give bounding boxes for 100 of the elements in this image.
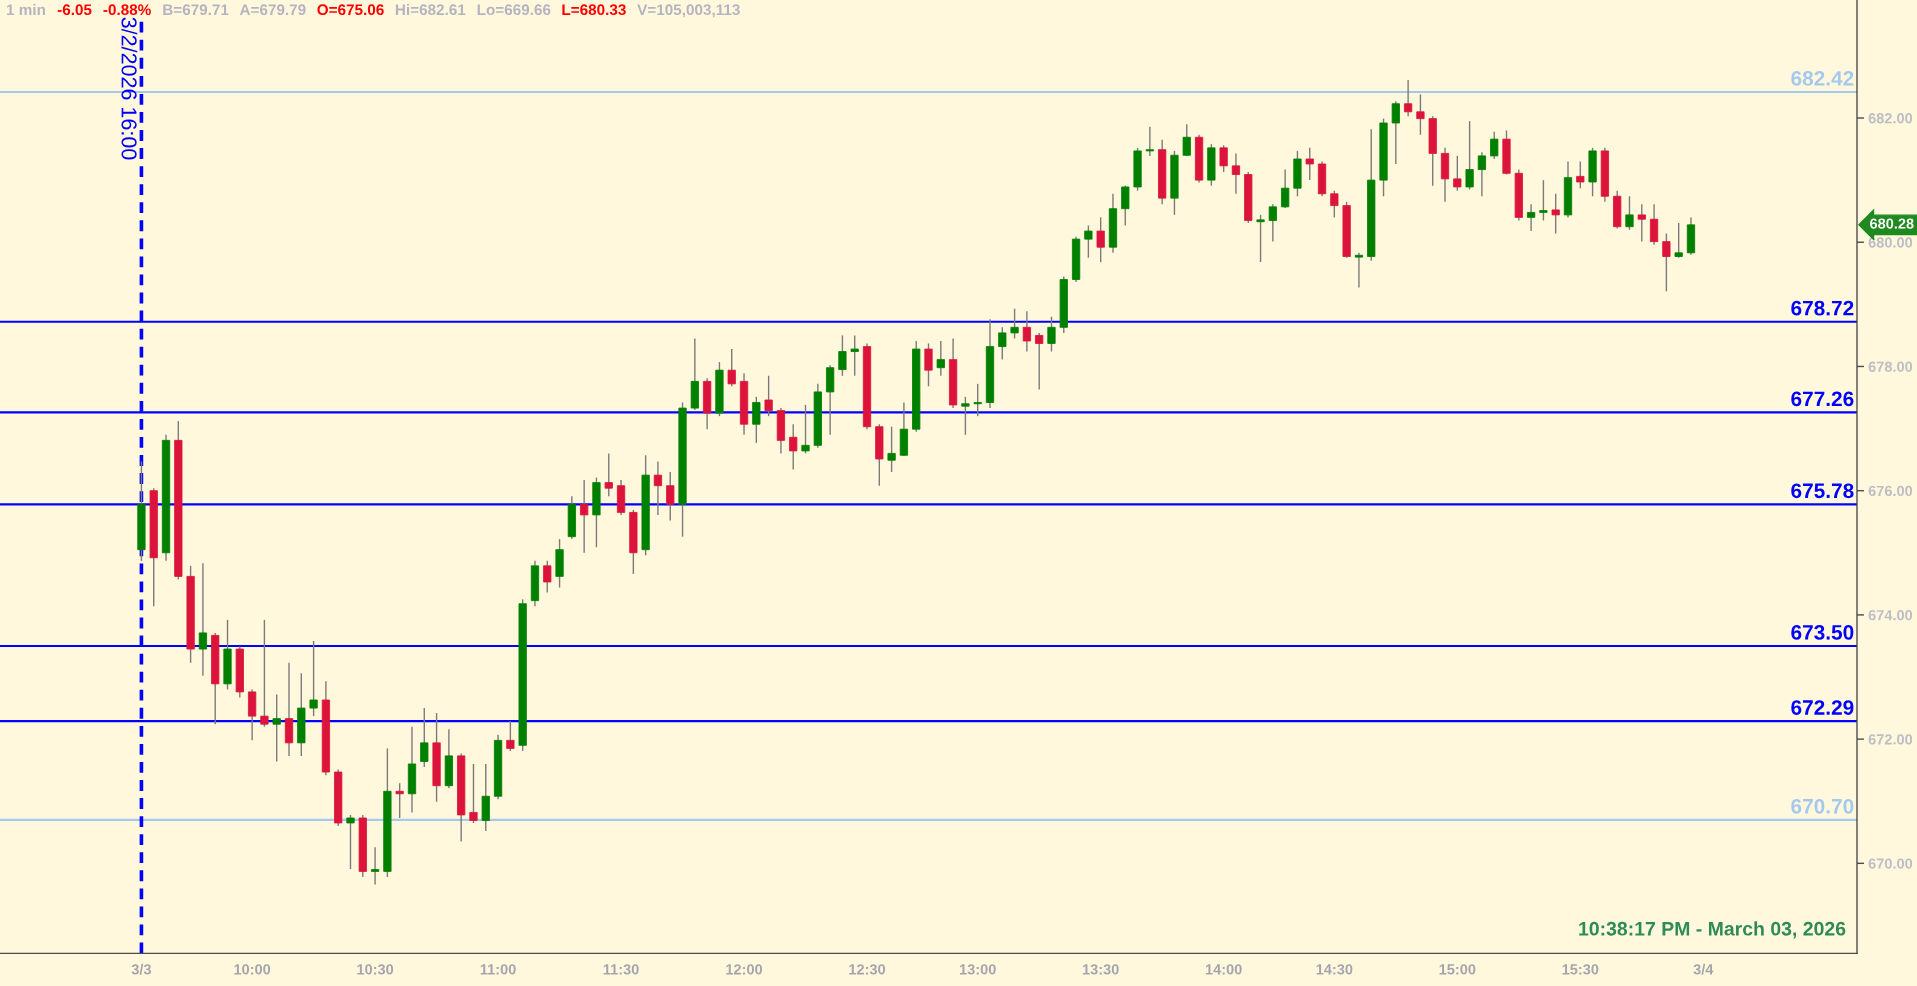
annotation: Hi=682.61 — [395, 3, 466, 16]
candlestick — [973, 383, 982, 417]
ref-line-label: 675.78 — [1791, 483, 1854, 499]
annotation: B=679.71 — [163, 4, 229, 16]
candlestick — [260, 619, 269, 728]
annotation: O=675.06 — [317, 4, 384, 16]
x-tick-label: 15:30 — [1562, 964, 1599, 975]
x-tick-label: 13:00 — [959, 964, 996, 975]
candlestick — [666, 471, 675, 522]
candlestick — [1576, 160, 1585, 189]
candlestick — [1625, 195, 1634, 231]
candlestick — [1662, 232, 1671, 292]
x-tick-label: 12:00 — [726, 964, 763, 975]
x-tick-label: 13:30 — [1082, 964, 1119, 975]
x-tick-label: 3/4 — [1693, 963, 1714, 975]
candlestick — [801, 404, 810, 455]
candlestick — [764, 375, 773, 417]
annotation: -0.88% — [103, 4, 151, 16]
annotation: Lo=669.66 — [477, 4, 551, 16]
candlestick — [1490, 130, 1499, 160]
candlestick — [1305, 147, 1314, 181]
ref-line-label: 670.70 — [1791, 798, 1854, 814]
candlestick — [1330, 189, 1339, 219]
candlestick — [850, 334, 859, 377]
y-tick-label: 682.00 — [1868, 113, 1913, 124]
candlestick — [727, 348, 736, 388]
x-tick-label: 14:00 — [1205, 964, 1242, 975]
ref-line-label: 673.50 — [1791, 625, 1854, 640]
candlestick — [1649, 203, 1659, 246]
candlestick — [838, 334, 847, 377]
x-tick-label: 15:00 — [1439, 964, 1476, 975]
x-tick-label: 10:30 — [357, 964, 394, 975]
candlestick — [198, 562, 208, 677]
candlestick — [580, 479, 589, 554]
y-tick-label: 680.00 — [1868, 237, 1913, 248]
candlestick — [1404, 79, 1413, 117]
x-tick-label: 12:30 — [849, 964, 886, 975]
x-tick-label: 3/3 — [131, 963, 152, 975]
candlestick — [370, 846, 380, 886]
candlestick — [1281, 168, 1290, 209]
candlestick — [752, 396, 761, 444]
x-tick-label: 11:30 — [603, 964, 639, 975]
candlestick — [1465, 120, 1474, 191]
candlestick — [1084, 224, 1093, 259]
candlestick — [1453, 155, 1462, 192]
annotation: 10:38:17 PM - March 03, 2026 — [1579, 921, 1846, 939]
candlestick — [653, 460, 663, 516]
x-tick-label: 14:30 — [1316, 964, 1353, 975]
candlestick — [1035, 332, 1044, 391]
y-tick-label: 670.00 — [1868, 858, 1913, 869]
candlestick — [272, 693, 281, 763]
ref-line-label: 682.42 — [1791, 70, 1854, 86]
candlestick — [936, 340, 945, 377]
candlestick — [961, 396, 970, 436]
candlestick — [309, 640, 318, 717]
candlestick — [1268, 203, 1277, 243]
candlestick — [1391, 100, 1400, 165]
candlestick — [604, 452, 613, 497]
candlestick — [1231, 152, 1241, 195]
y-tick-label: 672.00 — [1868, 734, 1913, 745]
candlestick — [1219, 144, 1228, 173]
candlestick — [1526, 203, 1536, 232]
candlestick — [1145, 126, 1154, 157]
chart-title: 1 min — [6, 3, 45, 15]
ref-line-label: 678.72 — [1791, 300, 1854, 316]
y-tick-label: 676.00 — [1868, 485, 1913, 497]
candlestick — [1022, 310, 1031, 353]
text: 680.28 — [1870, 218, 1914, 229]
ref-line-label: 677.26 — [1791, 391, 1854, 407]
candlestick — [1637, 203, 1646, 243]
y-tick-label: 678.00 — [1868, 361, 1913, 372]
candlestick — [1354, 252, 1364, 289]
ref-line-label: 672.29 — [1791, 700, 1854, 715]
candlestick — [1182, 123, 1191, 157]
candlestick — [1551, 193, 1560, 235]
candlestick — [998, 326, 1007, 361]
annotation: -6.05 — [57, 4, 92, 16]
x-tick-label: 10:00 — [234, 964, 271, 975]
y-tick-label: 674.00 — [1868, 610, 1913, 621]
candlestick — [1010, 307, 1019, 340]
candlestick — [887, 426, 896, 473]
annotation: A=679.79 — [239, 4, 306, 16]
candlestick — [1539, 179, 1548, 222]
annotation: L=680.33 — [562, 4, 626, 16]
candlestick — [469, 763, 478, 824]
x-tick-label: 11:00 — [480, 964, 516, 975]
candlestick — [924, 342, 933, 388]
annotation: V=105,003,113 — [637, 4, 740, 18]
candlestick — [789, 423, 798, 471]
candlestick — [1416, 93, 1425, 136]
candlestick — [1256, 214, 1265, 263]
candlestick — [1121, 185, 1130, 227]
candlestick — [1477, 151, 1487, 197]
candlestick — [346, 814, 355, 870]
candlestick — [543, 560, 552, 594]
candlestick — [1674, 222, 1683, 259]
candlestick — [1096, 216, 1105, 263]
candlestick — [506, 720, 515, 752]
candlestick — [420, 707, 429, 768]
ref-line-label: 3/2/2026 16:00 — [121, 17, 138, 160]
